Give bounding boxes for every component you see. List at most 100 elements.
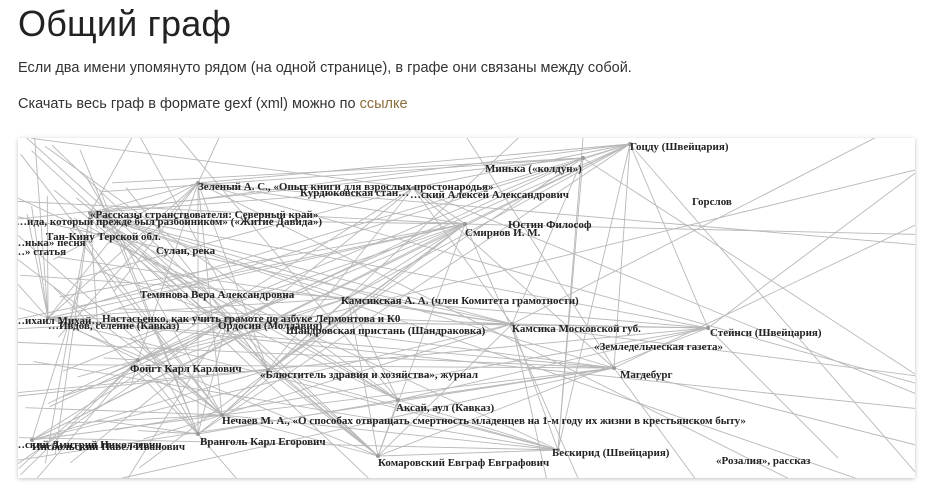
graph-edge	[412, 143, 631, 189]
graph-node[interactable]	[556, 448, 560, 452]
graph-node-label[interactable]: Тан-Кину Терской обл.	[46, 231, 161, 243]
graph-node-label[interactable]: «Рассказы странствователя: Северный край…	[90, 209, 318, 221]
graph-node-label[interactable]: …» статья	[18, 246, 66, 258]
graph-node[interactable]	[510, 322, 514, 326]
graph-node-label[interactable]: Камсика Московской губ.	[512, 323, 641, 335]
graph-node[interactable]	[266, 368, 270, 372]
graph-node[interactable]	[30, 438, 34, 442]
graph-node-label[interactable]: Настасьенко, как учить грамоте по азбуке…	[102, 313, 401, 325]
graph-edge	[99, 270, 229, 319]
graph-edge	[18, 157, 584, 220]
graph-node-label[interactable]: Аксай, аул (Кавказ)	[396, 402, 494, 414]
graph-node-label[interactable]: Минька («колдун»)	[485, 163, 582, 175]
graph-node-label[interactable]: …ихаил Михай…	[18, 315, 102, 327]
graph-edge	[18, 223, 466, 320]
graph-node-label[interactable]: Гоцду (Швейцария)	[630, 141, 729, 153]
graph-node-label[interactable]: Камсикская А. А. (член Комитета грамотно…	[341, 295, 579, 307]
graph-node-label[interactable]: Инсбольский Павел Иванович	[32, 441, 185, 453]
graph-node[interactable]	[463, 222, 467, 226]
graph-edge	[377, 323, 513, 457]
graph-canvas[interactable]: Гоцду (Швейцария) Минька («колдун») Зелены…	[18, 138, 915, 478]
graph-node-label[interactable]: Смирнов И. М.	[465, 227, 541, 239]
graph-node-label[interactable]: Фойгт Карл Карлович	[130, 363, 242, 375]
graph-node-label[interactable]: Ордосин (Молдавия)	[218, 320, 323, 332]
graph-edge	[267, 369, 559, 451]
graph-svg[interactable]: Гоцду (Швейцария) Минька («колдун») Зелены…	[18, 138, 915, 478]
graph-node-label[interactable]: Сулан, река	[156, 245, 216, 257]
graph-edge	[582, 143, 631, 159]
graph-edge	[267, 157, 584, 371]
graph-edge	[51, 145, 379, 457]
graph-edge	[18, 216, 513, 325]
graph-node-label[interactable]: Горслов	[692, 196, 732, 208]
graph-edge	[347, 297, 399, 401]
graph-edge	[89, 212, 98, 230]
graph-edge	[20, 359, 139, 476]
graph-edge	[18, 341, 615, 369]
download-text: Скачать весь граф в формате gexf (xml) м…	[18, 94, 408, 114]
graph-node[interactable]	[376, 454, 380, 458]
graph-node-label[interactable]: «Земледельческая газета»	[594, 341, 723, 353]
download-link[interactable]: ссылке	[359, 96, 408, 112]
graph-node[interactable]	[226, 316, 230, 320]
graph-node[interactable]	[581, 156, 585, 160]
graph-node[interactable]	[706, 326, 710, 330]
graph-edge	[18, 317, 229, 465]
graph-node-label[interactable]: Курдюковская стан…	[300, 187, 409, 199]
graph-edge	[31, 317, 229, 441]
graph-node[interactable]	[612, 366, 616, 370]
graph-edge	[221, 138, 519, 416]
graph-edge	[31, 205, 49, 319]
graph-node-label[interactable]: Магдебург	[620, 369, 672, 381]
graph-edge	[221, 367, 615, 416]
graph-node-label[interactable]: Стейнси (Швейцария)	[710, 327, 822, 339]
page-title: Общий граф	[18, 3, 232, 44]
graph-node[interactable]	[196, 181, 200, 185]
graph-node-label[interactable]: …ида, который прежде был разбойником» («…	[18, 216, 322, 228]
graph-node-label[interactable]: Шандровская пристань (Шандраковка)	[286, 325, 486, 337]
graph-edge	[629, 143, 709, 329]
graph-node-label[interactable]: Вранголь Карл Егорович	[200, 436, 326, 448]
graph-edge	[62, 157, 584, 372]
graph-edge	[613, 224, 915, 369]
graph-node[interactable]	[220, 413, 224, 417]
graph-node-label[interactable]: Комаровский Евграф Евграфович	[378, 457, 549, 469]
graph-edge	[197, 143, 631, 435]
graph-edge	[412, 187, 615, 369]
graph-node-label[interactable]: Зеленый А. С., «Опыт книги для взрослых …	[198, 181, 494, 193]
graph-node[interactable]	[136, 358, 140, 362]
graph-edge	[34, 138, 49, 319]
graph-edge	[47, 182, 199, 319]
graph-node-label[interactable]: «Розалия», рассказ	[716, 455, 811, 467]
graph-edge	[582, 157, 915, 375]
graph-node-label[interactable]: …нька» песня	[18, 237, 86, 249]
graph-edge	[89, 212, 399, 401]
graph-edge	[197, 433, 237, 478]
graph-edge	[20, 153, 223, 416]
graph-edge	[89, 212, 709, 329]
graph-node-label[interactable]: Юстин Философ	[508, 219, 592, 231]
graph-edge	[47, 317, 709, 329]
graph-node[interactable]	[411, 186, 415, 190]
graph-edge	[140, 138, 269, 371]
graph-edge	[137, 182, 199, 361]
graph-node-label[interactable]: Нечаев М. А., «О способах отвращать смер…	[222, 415, 746, 427]
graph-edge	[511, 157, 584, 325]
graph-node-label[interactable]: …ский Алексей Александрович	[410, 189, 569, 201]
graph-node-label[interactable]: …Ивдов, селение (Кавказ)	[48, 320, 180, 332]
graph-node[interactable]	[196, 432, 200, 436]
graph-node[interactable]	[628, 142, 632, 146]
graph-edge	[18, 437, 559, 451]
download-prefix: Скачать весь граф в формате gexf (xml) м…	[18, 96, 360, 112]
graph-node-label[interactable]: «Блюститель здравия и хозяйства», журнал	[260, 369, 478, 381]
graph-node[interactable]	[88, 211, 92, 215]
graph-node-label[interactable]: Темянова Вера Александровна	[140, 289, 295, 301]
graph-node-label[interactable]: Бескирид (Швейцария)	[552, 447, 670, 459]
graph-edge	[89, 187, 414, 214]
graph-edge	[54, 212, 91, 455]
graph-node-label[interactable]: …ский Дмитрий Николаевич	[18, 439, 162, 451]
graph-node[interactable]	[346, 296, 350, 300]
graph-node[interactable]	[396, 398, 400, 402]
graph-node[interactable]	[46, 316, 50, 320]
graph-edge	[397, 327, 709, 401]
